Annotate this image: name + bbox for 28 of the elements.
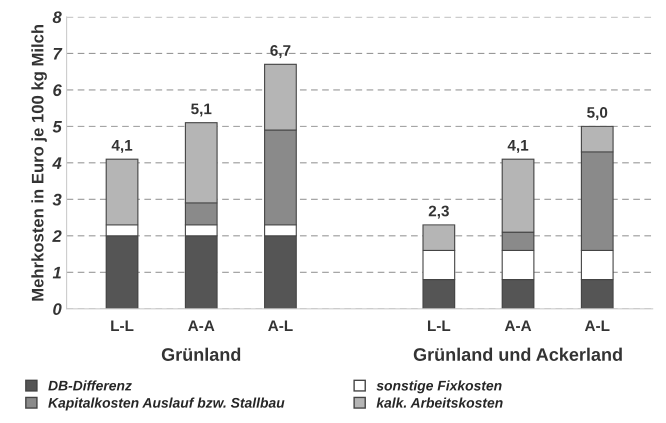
y-tick-label: 4 xyxy=(52,157,62,169)
x-tick-label: A-L xyxy=(268,320,293,331)
y-tick-label: 8 xyxy=(52,11,62,24)
total-label: 5,0 xyxy=(587,107,608,120)
x-tick-label: L-L xyxy=(111,320,134,331)
y-axis-title: Mehrkosten in Euro je 100 kg Milch xyxy=(31,24,47,301)
legend-label: DB-Differenz xyxy=(48,380,132,391)
total-label: 4,1 xyxy=(508,140,528,153)
legend-label: Kapitalkosten Auslauf bzw. Stallbau xyxy=(48,398,284,410)
text: Grünland und Ackerland xyxy=(414,348,622,361)
y-tick-label: 6 xyxy=(53,84,62,96)
y-tick-label: 5 xyxy=(52,120,62,133)
total-label: 4,1 xyxy=(112,140,132,153)
x-tick-label: A-L xyxy=(584,320,610,331)
y-tick-label: 0 xyxy=(53,303,62,315)
text: Grünland xyxy=(162,348,240,361)
y-tick-label: 2 xyxy=(52,230,62,242)
y-tick-label: 3 xyxy=(52,194,62,206)
y-tick-label: 7 xyxy=(54,48,62,60)
total-label: 5,1 xyxy=(191,104,212,116)
x-tick-label: L-L xyxy=(428,320,450,331)
y-tick-label: 1 xyxy=(52,266,61,278)
x-tick-label: A-A xyxy=(504,320,532,331)
legend-label: sonstige Fixkosten xyxy=(376,380,502,394)
total-label: 2,3 xyxy=(428,206,449,219)
total-label: 6,7 xyxy=(270,45,290,58)
legend-label: kalk. Arbeitskosten xyxy=(376,398,503,408)
x-tick-label: A-A xyxy=(188,320,214,331)
